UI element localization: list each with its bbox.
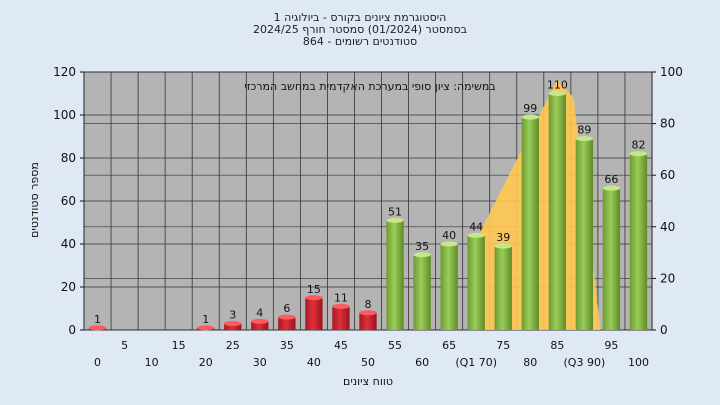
bar-cap-85 bbox=[548, 91, 566, 96]
x-axis: 0 5 10 15 20 25 30 35 40 45 50 55 60 65 (Q1 70) 75 80 85(… bbox=[94, 339, 649, 369]
chart-title: היסטוגרמת ציונים בקורס - ביולוגיה 1בסמסט… bbox=[253, 11, 467, 48]
y-left-tick-label: 40 bbox=[61, 237, 76, 251]
bar-value-label: 35 bbox=[415, 240, 429, 253]
x-tick-label: 80 bbox=[523, 356, 537, 369]
y-axis-title: מספר סטודנטים bbox=[28, 162, 41, 238]
x-axis-title: טווח ציונים bbox=[343, 375, 393, 388]
bar-cap-80 bbox=[521, 114, 539, 120]
bar-cap-50 bbox=[359, 310, 377, 316]
y-left-tick-label: 120 bbox=[53, 65, 76, 79]
bar-80 bbox=[521, 117, 539, 331]
bar-60 bbox=[413, 254, 431, 330]
bar-cap-0 bbox=[88, 325, 107, 331]
bar-50 bbox=[359, 312, 377, 330]
bar-40 bbox=[305, 297, 323, 330]
bar-cap-70 bbox=[467, 232, 485, 238]
x-tick-label: 95 bbox=[604, 339, 618, 352]
x-tick-label: 100 bbox=[628, 356, 649, 369]
bar-value-label: 66 bbox=[604, 173, 618, 186]
bar-cap-95 bbox=[602, 185, 621, 191]
bar-25 bbox=[224, 323, 242, 330]
bar-value-label: 8 bbox=[365, 298, 372, 311]
x-tick-label: 30 bbox=[253, 356, 267, 369]
bar-35 bbox=[278, 317, 296, 330]
bar-55 bbox=[386, 220, 404, 330]
y-right-tick-label: 40 bbox=[660, 220, 675, 234]
bar-70 bbox=[467, 235, 485, 330]
bar-cap-90 bbox=[575, 136, 594, 142]
x-tick-label: 85 bbox=[550, 339, 564, 352]
bar-cap-40 bbox=[305, 295, 323, 301]
y-right-tick-label: 80 bbox=[660, 117, 675, 131]
x-tick-label: 55 bbox=[388, 339, 402, 352]
x-tick-label: 15 bbox=[172, 339, 186, 352]
y-right-tick-label: 20 bbox=[660, 271, 675, 285]
bar-cap-45 bbox=[332, 303, 350, 309]
bar-value-label: 3 bbox=[229, 309, 236, 322]
bar-value-label: 39 bbox=[496, 231, 510, 244]
bar-value-label: 15 bbox=[307, 283, 321, 296]
bar-value-label: 11 bbox=[334, 291, 348, 304]
bar-value-label: 4 bbox=[256, 306, 263, 319]
bar-value-label: 110 bbox=[547, 79, 568, 92]
y-axis-left: 0 20 40 60 80 100 120 bbox=[53, 65, 84, 337]
x-tick-label: 35 bbox=[280, 339, 294, 352]
bar-value-label: 40 bbox=[442, 229, 456, 242]
x-tick-label: 60 bbox=[415, 356, 429, 369]
bar-cap-75 bbox=[494, 243, 512, 249]
bar-value-label: 1 bbox=[202, 313, 209, 326]
bar-cap-65 bbox=[440, 241, 458, 247]
bars bbox=[88, 91, 648, 331]
x-tick-label: 40 bbox=[307, 356, 321, 369]
x-tick-label: 5 bbox=[121, 339, 128, 352]
y-axis-right: 0 20 40 60 80 100 bbox=[652, 65, 683, 337]
bar-cap-35 bbox=[278, 314, 296, 320]
chart-title-line: סטודנטים רשומים - 864 bbox=[303, 35, 417, 48]
y-right-tick-label: 60 bbox=[660, 168, 675, 182]
bar-cap-60 bbox=[413, 252, 431, 258]
bar-90 bbox=[575, 138, 594, 330]
x-tick-label: 10 bbox=[145, 356, 159, 369]
chart-title-line: בסמסטר (01/2024) סמסטר חורף 2024/25 bbox=[253, 23, 467, 36]
x-tick-label: 65 bbox=[442, 339, 456, 352]
bar-30 bbox=[251, 321, 269, 330]
bar-cap-100 bbox=[629, 151, 648, 157]
y-left-tick-label: 80 bbox=[61, 151, 76, 165]
chart-title-line: היסטוגרמת ציונים בקורס - ביולוגיה 1 bbox=[274, 11, 447, 24]
x-tick-label: 50 bbox=[361, 356, 375, 369]
bar-95 bbox=[602, 188, 621, 330]
chart-annotation: במשימה: ציון סופי במערכת האקדמית במחשב ה… bbox=[244, 80, 495, 93]
bar-cap-25 bbox=[224, 321, 242, 327]
y-right-tick-label: 100 bbox=[660, 65, 683, 79]
bar-100 bbox=[629, 153, 648, 330]
x-tick-label: 20 bbox=[199, 356, 213, 369]
x-tick-label: 0 bbox=[94, 356, 101, 369]
x-tick-label: 25 bbox=[226, 339, 240, 352]
x-tick-label: (Q3 90) bbox=[564, 356, 606, 369]
x-tick-label: 75 bbox=[496, 339, 510, 352]
bar-85 bbox=[548, 93, 566, 330]
y-left-tick-label: 20 bbox=[61, 280, 76, 294]
bar-45 bbox=[332, 306, 350, 330]
bar-value-label: 51 bbox=[388, 205, 402, 218]
bar-cap-30 bbox=[251, 318, 269, 324]
bar-cap-20 bbox=[197, 325, 215, 331]
x-tick-label: (Q1 70) bbox=[455, 356, 497, 369]
bar-value-label: 1 bbox=[94, 313, 101, 326]
y-left-tick-label: 100 bbox=[53, 108, 76, 122]
bar-value-label: 82 bbox=[631, 139, 645, 152]
bar-value-label: 99 bbox=[523, 102, 537, 115]
bar-cap-55 bbox=[386, 217, 404, 223]
bar-value-label: 44 bbox=[469, 220, 483, 233]
y-right-tick-label: 0 bbox=[660, 323, 668, 337]
bar-value-label: 89 bbox=[577, 124, 591, 137]
y-left-tick-label: 60 bbox=[61, 194, 76, 208]
bar-value-label: 6 bbox=[283, 302, 290, 315]
y-left-tick-label: 0 bbox=[68, 323, 76, 337]
x-tick-label: 45 bbox=[334, 339, 348, 352]
bar-65 bbox=[440, 244, 458, 330]
bar-75 bbox=[494, 246, 512, 330]
